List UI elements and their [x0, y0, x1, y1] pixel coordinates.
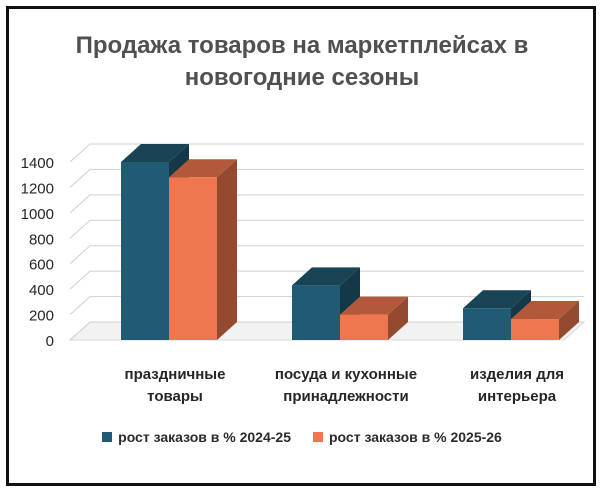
bar-series-1-1 — [121, 162, 169, 340]
chart-title-line-1: Продажа товаров на маркетплейсах в — [75, 32, 529, 59]
bar-side-2-3 — [559, 301, 579, 340]
chart-legend: рост заказов в % 2024-25 рост заказов в … — [0, 429, 604, 445]
bar-top-2-2 — [340, 296, 408, 315]
gridline-side — [69, 194, 91, 214]
y-tick-label: 1200 — [21, 180, 54, 197]
category-label-1: товары — [147, 388, 203, 405]
gridline-side — [69, 270, 91, 290]
bar-top-1-3 — [463, 290, 531, 309]
bar-top-2-3 — [511, 301, 579, 320]
category-label-2: посуда и кухонные — [275, 366, 417, 383]
y-tick-label: 0 — [46, 333, 54, 350]
category-label-3: изделия для — [470, 366, 564, 383]
legend-label-series-2: рост заказов в % 2025-26 — [329, 429, 502, 445]
chart-title-line-2: новогодние сезоны — [184, 64, 420, 91]
category-label-1: праздничные — [125, 366, 226, 383]
category-label-2: принадлежности — [283, 388, 408, 405]
gridline-side — [69, 219, 91, 239]
bar-side-2-1 — [217, 159, 237, 340]
gridline-side — [69, 245, 91, 265]
y-tick-label: 1000 — [21, 206, 54, 223]
legend-swatch-series-1 — [102, 432, 113, 442]
y-tick-label: 800 — [29, 231, 54, 248]
y-tick-label: 1400 — [21, 155, 54, 172]
bar-series-1-2 — [292, 285, 340, 340]
bar-top-1-2 — [292, 267, 360, 286]
gridline-side — [69, 143, 91, 163]
bar-series-1-3 — [463, 308, 511, 340]
category-label-3: интерьера — [478, 388, 557, 405]
legend-label-series-1: рост заказов в % 2024-25 — [118, 429, 291, 445]
bar-series-2-3 — [511, 319, 559, 340]
gridline-side — [69, 296, 91, 315]
gridline-side — [69, 169, 91, 188]
gridline-side — [69, 321, 91, 341]
bar-series-2-1 — [169, 177, 217, 340]
bar-side-2-2 — [388, 296, 408, 340]
chart-title: Продажа товаров на маркетплейсах в новог… — [0, 30, 604, 94]
y-tick-label: 200 — [29, 308, 54, 325]
y-tick-label: 600 — [29, 257, 54, 274]
bar-series-2-2 — [340, 314, 388, 340]
bar-top-1-1 — [121, 144, 189, 162]
legend-item-series-2: рост заказов в % 2025-26 — [313, 429, 502, 445]
y-tick-label: 400 — [29, 282, 54, 299]
legend-swatch-series-2 — [313, 432, 323, 442]
legend-item-series-1: рост заказов в % 2024-25 — [102, 429, 291, 445]
bar-top-2-1 — [169, 159, 237, 178]
